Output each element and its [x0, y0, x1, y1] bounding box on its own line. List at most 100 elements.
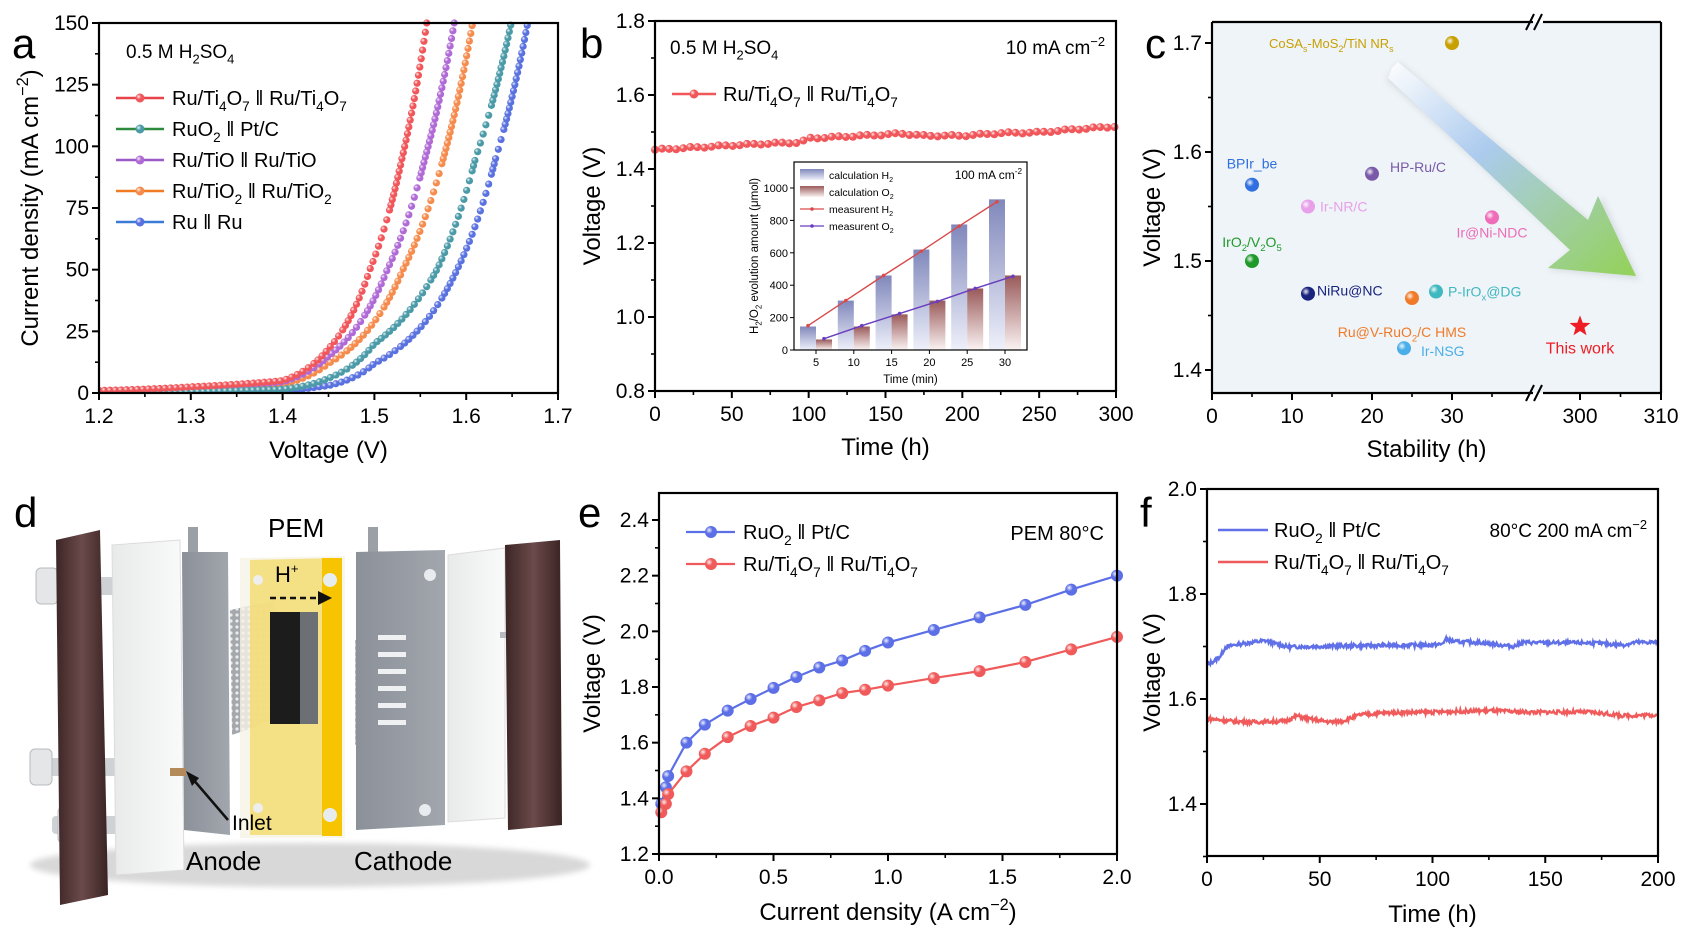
data-point-highlight	[954, 131, 963, 140]
legend-label: Ru/TiO ǁ Ru/TiO	[172, 150, 317, 172]
y-tick-label: 1.8	[616, 10, 645, 33]
data-point-highlight	[790, 701, 803, 714]
data-point-highlight	[479, 130, 487, 138]
data-point-highlight	[679, 144, 688, 153]
y-tick-label: 1.7	[1173, 32, 1202, 55]
data-point-highlight	[233, 380, 241, 388]
series-line	[660, 574, 1118, 805]
scatter-point-bpir-be: BPIr_be	[1227, 156, 1278, 192]
data-point-highlight	[337, 378, 345, 386]
text-part: IrO	[1222, 234, 1242, 250]
series-ru-tio-ru-tio	[99, 19, 458, 393]
data-point-highlight	[447, 34, 456, 43]
inset-y-tick-label: 0	[782, 345, 788, 357]
condition-annotation: 80°C 200 mA cm−2	[1490, 517, 1648, 542]
scatter-point-iro2-v2o5: IrO2/V2O5	[1222, 234, 1282, 268]
data-point-highlight	[744, 719, 757, 732]
y-tick-label: 2.0	[1168, 478, 1197, 501]
data-point-highlight	[337, 351, 345, 359]
data-point-highlight	[1445, 36, 1459, 50]
x-tick-label: 0.5	[759, 866, 788, 889]
text-part: −2	[1632, 517, 1647, 532]
data-point-highlight	[983, 130, 992, 139]
x-tick-label: 50	[720, 403, 743, 426]
data-point-highlight	[222, 387, 230, 393]
x-axis-title: Voltage (V)	[269, 437, 388, 464]
y-tick-label: 1.0	[616, 306, 645, 329]
data-point-highlight	[293, 370, 301, 379]
data-point-highlight	[514, 68, 522, 77]
bar-calculation-o2	[929, 300, 946, 350]
marker-measurement-h2	[995, 199, 999, 204]
text-part: 10 mA cm	[1006, 38, 1090, 59]
data-point-highlight	[882, 636, 894, 649]
data-point-highlight	[271, 385, 279, 393]
right-insulating-plate	[447, 547, 506, 823]
data-point-highlight	[1075, 125, 1084, 134]
data-point-highlight	[430, 188, 438, 196]
data-point-highlight	[363, 326, 372, 335]
data-point-highlight	[445, 49, 453, 57]
data-point-highlight	[721, 141, 730, 150]
data-point-highlight	[402, 136, 410, 144]
y-tick-label: 1.6	[616, 84, 645, 107]
plot-background	[1212, 22, 1661, 393]
data-point-highlight	[372, 291, 380, 300]
data-point-highlight	[458, 73, 467, 81]
membrane-hole	[253, 575, 263, 585]
text-part: 4	[1321, 563, 1329, 578]
data-point-highlight	[485, 180, 493, 188]
data-point-highlight	[304, 381, 312, 389]
data-point-highlight	[200, 382, 208, 390]
data-point-highlight	[414, 295, 423, 303]
data-point-highlight	[927, 672, 940, 685]
x-tick-label: 300	[1562, 405, 1597, 428]
text-part: Current density (mA cm	[17, 96, 44, 347]
data-point-highlight	[155, 384, 164, 393]
text-part: 2	[889, 176, 893, 184]
data-point-highlight	[1039, 127, 1048, 136]
data-point-highlight	[453, 99, 461, 107]
data-point-highlight	[434, 103, 442, 111]
text-part: /C HMS	[1417, 324, 1466, 340]
data-point-highlight	[321, 382, 329, 390]
x-tick-label: 1.4	[268, 405, 298, 428]
text-part: −2	[14, 77, 32, 96]
text-part: Ru/Ti	[723, 84, 770, 106]
y-tick-label: 1.6	[620, 732, 649, 755]
data-point-highlight	[698, 718, 711, 731]
data-point-highlight	[689, 89, 699, 99]
x-tick-label: 150	[868, 403, 903, 426]
data-point-highlight	[172, 384, 180, 392]
data-point-highlight	[443, 242, 451, 250]
series-ru-ti4o7-ru-ti4o7	[655, 630, 1123, 819]
data-point-highlight	[383, 216, 391, 224]
data-point-highlight	[244, 379, 252, 388]
data-point-highlight	[326, 342, 334, 351]
data-point-highlight	[238, 380, 246, 388]
legend-label: Ru/Ti4O7 ǁ Ru/Ti4O7	[172, 88, 347, 114]
y-tick-label: 50	[66, 259, 89, 282]
data-point-highlight	[227, 387, 235, 393]
proton-arrow-head-icon	[318, 591, 332, 605]
marker-measurement-h2	[919, 249, 924, 253]
text-part: 4	[1418, 563, 1426, 578]
data-point-highlight	[405, 253, 413, 261]
data-point-highlight	[834, 132, 843, 141]
data-point-highlight	[771, 138, 780, 147]
y-tick-label: 1.4	[1168, 793, 1198, 816]
data-point-highlight	[482, 189, 490, 198]
text-part: NiRu@NC	[1317, 283, 1383, 299]
text-part: BPIr_be	[1227, 156, 1278, 172]
data-point-highlight	[813, 134, 822, 143]
text-part: ǁ Ru/Ti	[250, 88, 316, 110]
x-tick-label: 100	[1415, 868, 1450, 891]
data-point-highlight	[414, 71, 423, 79]
y-tick-label: 0	[77, 382, 89, 405]
data-point-highlight	[767, 711, 780, 724]
data-point-highlight	[471, 223, 479, 231]
data-point-highlight	[435, 97, 443, 105]
data-point-highlight	[406, 305, 414, 314]
data-point-highlight	[347, 311, 355, 320]
